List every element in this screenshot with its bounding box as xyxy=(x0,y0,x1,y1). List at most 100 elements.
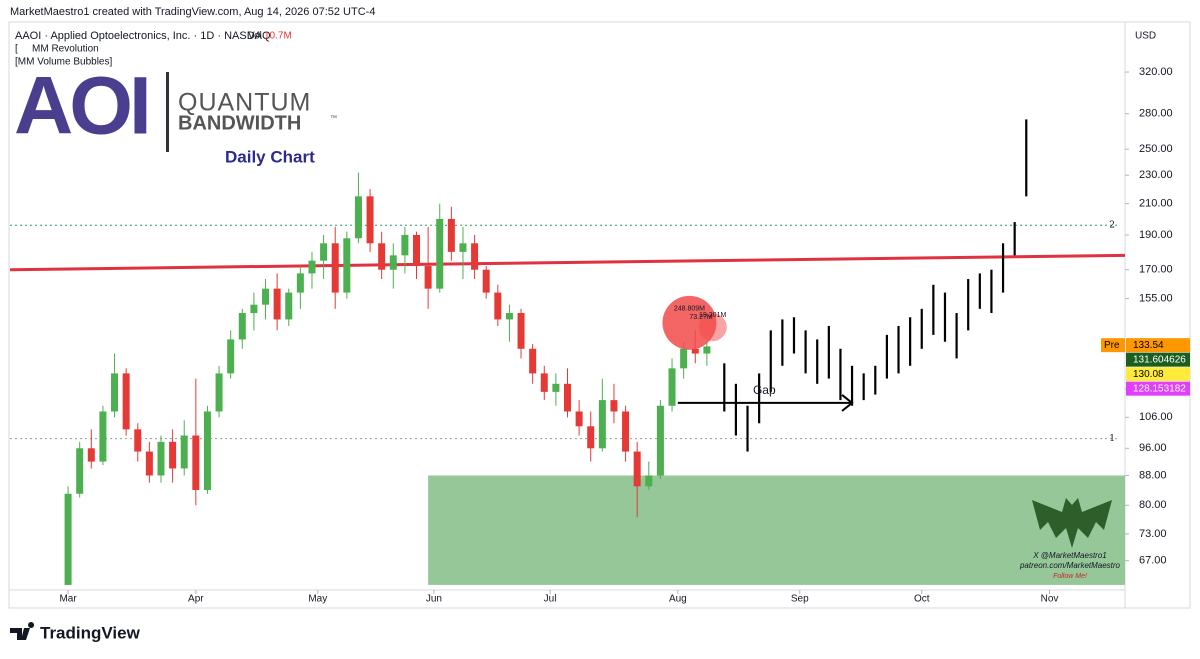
indicator: [MM Volume Bubbles] xyxy=(15,57,112,68)
candle-body xyxy=(447,218,455,252)
y-tick-label: 80.00 xyxy=(1139,499,1167,511)
indicator-bracket: [ xyxy=(15,44,18,55)
candle-body xyxy=(633,451,641,487)
candle-body xyxy=(668,368,676,406)
logo-mark: AOI xyxy=(14,61,148,152)
candle-body xyxy=(622,411,630,452)
candle-body xyxy=(482,269,490,293)
candle-body xyxy=(203,411,211,491)
candle-body xyxy=(180,435,188,469)
candle-body xyxy=(552,383,560,392)
candle-body xyxy=(122,373,130,430)
watermark: X @MarketMaestro1 patreon.com/MarketMaes… xyxy=(1019,498,1121,580)
x-tick-label: Jun xyxy=(426,594,442,605)
support-zone xyxy=(428,475,1125,585)
candle-body xyxy=(76,448,84,494)
price-label: 131.604626 xyxy=(1133,354,1186,365)
logo: AOI QUANTUM BANDWIDTH ™ xyxy=(14,61,337,152)
footer-logo: TradingView xyxy=(10,622,141,642)
brand: TradingView xyxy=(40,623,141,642)
candle-body xyxy=(64,493,72,585)
x-tick-label: Sep xyxy=(791,594,809,605)
bat-icon xyxy=(1032,498,1112,548)
gap-label: Gap xyxy=(753,383,776,397)
candle-body xyxy=(564,383,571,412)
candle-body xyxy=(157,441,165,476)
logo-line: BANDWIDTH xyxy=(178,112,301,134)
candle-body xyxy=(285,292,293,320)
candle-body xyxy=(656,405,664,476)
y-tick-label: 280.00 xyxy=(1139,108,1173,120)
candle-body xyxy=(436,218,444,289)
price-label: 130.08 xyxy=(1133,369,1164,380)
candle-body xyxy=(517,313,525,349)
candle-body xyxy=(145,451,153,476)
y-tick-label: 190.00 xyxy=(1139,229,1173,241)
candle-body xyxy=(308,260,316,274)
chart-title: Daily Chart xyxy=(225,147,315,166)
currency: USD xyxy=(1135,31,1156,42)
symbol: AAOI · Applied Optoelectronics, Inc. · 1… xyxy=(15,30,271,42)
candle-body xyxy=(343,238,351,293)
candle-body xyxy=(413,234,421,267)
y-tick-label: 73.00 xyxy=(1139,528,1167,540)
logo-tm: ™ xyxy=(330,115,337,122)
candle-body xyxy=(610,400,618,412)
candle-body xyxy=(262,288,270,305)
candle-body xyxy=(134,429,142,452)
candle-body xyxy=(494,292,502,320)
candle-body xyxy=(250,304,258,314)
level-label: 1 xyxy=(1109,434,1115,444)
watermark-text: X @MarketMaestro1 xyxy=(1032,551,1106,560)
candle-body xyxy=(471,243,479,270)
candle-body xyxy=(331,243,339,293)
y-tick-label: 210.00 xyxy=(1139,198,1173,210)
vol-value: 10.7M xyxy=(264,31,292,42)
y-tick-label: 106.00 xyxy=(1139,411,1173,423)
logo-line: QUANTUM xyxy=(178,89,311,117)
gap-arrowhead xyxy=(841,394,854,412)
candle-body xyxy=(703,346,711,354)
x-tick-label: Apr xyxy=(188,594,204,605)
watermark-text: patreon.com/MarketMaestro xyxy=(1019,561,1121,570)
candle-body xyxy=(378,243,386,270)
price-label-bg xyxy=(1126,338,1190,353)
bubble-label: 19.201M xyxy=(699,312,726,319)
x-tick-label: Jul xyxy=(544,594,557,605)
candle-body xyxy=(680,348,688,369)
candle-body xyxy=(273,288,281,320)
y-tick-label: 96.00 xyxy=(1139,442,1167,454)
candle-body xyxy=(540,373,548,392)
candle-body xyxy=(227,339,235,374)
candle-body xyxy=(529,348,537,374)
x-tick-label: Mar xyxy=(59,594,77,605)
candle-body xyxy=(169,441,177,469)
y-tick-label: 155.00 xyxy=(1139,292,1173,304)
price-label: 128.153182 xyxy=(1133,383,1186,394)
candle-body xyxy=(87,448,95,462)
y-tick-label: 88.00 xyxy=(1139,469,1167,481)
candle-body xyxy=(111,373,119,412)
y-tick-label: 320.00 xyxy=(1139,66,1173,78)
price-label-bg xyxy=(1126,381,1190,396)
price-tag: Pre xyxy=(1104,340,1120,351)
candle-body xyxy=(296,273,304,293)
candle-body xyxy=(598,400,606,449)
vol-label: Vol xyxy=(248,31,262,42)
watermark-text: Follow Me! xyxy=(1053,573,1087,580)
x-tick-label: Oct xyxy=(914,594,930,605)
candle-body xyxy=(424,266,432,289)
candle-body xyxy=(389,255,397,270)
credit: MarketMaestro1 created with TradingView.… xyxy=(10,6,375,18)
candle-body xyxy=(366,196,374,244)
tv-icon xyxy=(10,622,35,640)
x-tick-label: Aug xyxy=(669,594,687,605)
y-tick-label: 170.00 xyxy=(1139,264,1173,276)
candle-body xyxy=(645,475,653,487)
y-tick-label: 67.00 xyxy=(1139,555,1167,567)
candle-body xyxy=(691,348,699,354)
price-label-bg xyxy=(1126,367,1190,382)
